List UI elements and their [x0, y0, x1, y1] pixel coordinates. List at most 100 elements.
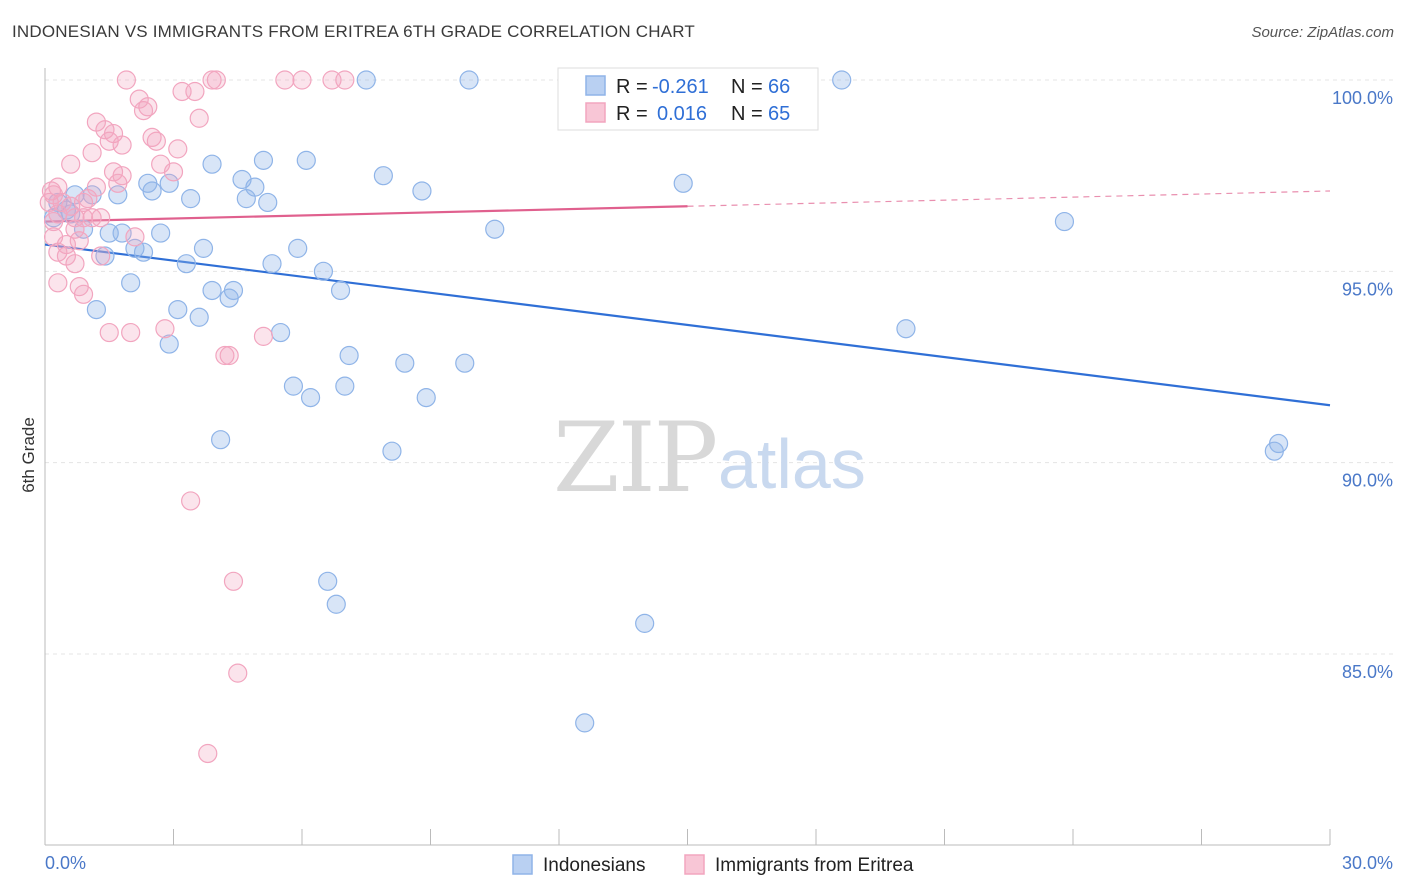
bottom-legend-swatch-eritrea	[684, 854, 705, 875]
indonesians-point-61	[1054, 211, 1075, 232]
indonesians-point-44	[330, 280, 351, 301]
eritrea-point-41	[138, 97, 158, 117]
legend-n-value-1: 66	[768, 76, 790, 98]
indonesians-point-59	[832, 70, 852, 90]
indonesians-point-47	[356, 70, 376, 90]
eritrea-point-55	[215, 345, 235, 366]
trend-lines	[44, 190, 1331, 407]
eritrea-point-19	[73, 284, 94, 304]
eritrea-point-37	[121, 322, 141, 343]
eritrea-point-47	[168, 139, 188, 159]
indonesians-point-11	[112, 223, 132, 243]
legend-n-value-2: 65	[768, 103, 790, 125]
legend-r-value-2: 0.016	[657, 103, 707, 125]
indonesians-point-35	[262, 254, 282, 274]
legend-r-value-1: -0.261	[652, 76, 709, 98]
indonesians-point-10	[108, 185, 128, 205]
indonesians-point-51	[412, 181, 432, 201]
eritrea-point-16	[69, 231, 89, 251]
eritrea-point-30	[99, 322, 119, 343]
eritrea-point-50	[185, 81, 205, 102]
indonesians-point-17	[151, 223, 171, 243]
eritrea-point-7	[48, 273, 68, 293]
eritrea-point-56	[219, 345, 239, 366]
indonesians-point-45	[335, 376, 355, 396]
indonesians-point-21	[176, 254, 196, 274]
indonesians-point-37	[283, 376, 304, 396]
eritrea-point-63	[335, 70, 355, 90]
eritrea-point-27	[91, 246, 111, 266]
eritrea-point-35	[112, 135, 132, 155]
eritrea-point-14	[65, 254, 85, 274]
indonesians-point-54	[459, 70, 479, 90]
indonesians-point-49	[382, 441, 402, 461]
eritrea-point-59	[253, 326, 274, 346]
eritrea-point-12	[61, 154, 81, 174]
eritrea-point-54	[206, 70, 226, 90]
indonesians-point-19	[159, 334, 179, 354]
watermark-zip: ZIP	[553, 402, 716, 514]
indonesians-point-56	[575, 713, 595, 733]
eritrea-point-45	[155, 319, 175, 339]
eritrea-point-24	[86, 177, 107, 197]
y-tick-label-3: 100.0%	[1332, 88, 1393, 108]
indonesians-point-18	[159, 173, 179, 193]
indonesians-point-36	[270, 322, 291, 343]
indonesians-point-16	[142, 181, 162, 201]
indonesians-point-23	[189, 307, 209, 327]
indonesians-point-38	[288, 238, 308, 258]
indonesians-point-32	[245, 177, 265, 197]
y-tick-label-1: 90.0%	[1342, 471, 1393, 491]
indonesians-point-52	[416, 388, 436, 408]
watermark-atlas: atlas	[718, 425, 866, 503]
watermark: ZIP atlas	[553, 402, 866, 514]
indonesians-point-14	[133, 242, 154, 262]
indonesians-point-55	[485, 219, 505, 239]
chart-title: INDONESIAN VS IMMIGRANTS FROM ERITREA 6T…	[12, 22, 695, 41]
indonesians-point-33	[253, 150, 274, 170]
eritrea-point-64	[41, 181, 62, 201]
eritrea-point-26	[91, 208, 111, 228]
eritrea-point-60	[275, 70, 295, 90]
eritrea-point-58	[228, 663, 248, 683]
legend-swatch-eritrea	[585, 102, 606, 123]
bottom-legend-label-indonesians: Indonesians	[543, 855, 645, 876]
indonesians-point-60	[896, 319, 916, 339]
chart-source: Source: ZipAtlas.com	[1251, 24, 1394, 41]
indonesians-point-22	[181, 189, 201, 209]
indonesians-point-8	[86, 300, 107, 320]
indonesians-point-40	[300, 388, 321, 408]
indonesians-point-58	[673, 173, 693, 193]
eritrea-point-51	[189, 108, 209, 128]
indonesians-point-24	[193, 238, 214, 258]
indonesians-point-12	[121, 273, 141, 293]
y-tick-label-0: 85.0%	[1342, 662, 1393, 682]
series-legend: Indonesians Immigrants from Eritrea	[512, 854, 914, 876]
indonesians-point-41	[313, 261, 334, 281]
legend-r-label-1: R =	[616, 76, 648, 98]
eritrea-point-46	[163, 162, 184, 182]
eritrea-point-49	[181, 491, 201, 511]
indonesians-point-50	[395, 353, 415, 373]
indonesians-point-27	[211, 430, 231, 450]
eritrea-point-11	[61, 196, 81, 216]
indonesians-point-39	[296, 150, 316, 170]
legend-n-label-2: N =	[731, 103, 763, 125]
bottom-legend-swatch-indonesians	[512, 854, 533, 875]
indonesians-point-46	[339, 345, 359, 366]
eritrea-trend-extension	[687, 190, 1331, 207]
grid-lines	[45, 79, 1395, 655]
eritrea-point-61	[292, 70, 312, 90]
eritrea-point-36	[116, 70, 136, 90]
eritrea-point-52	[198, 743, 218, 764]
x-tick-label-1: 30.0%	[1342, 853, 1393, 873]
indonesians-point-34	[258, 192, 278, 213]
eritrea-trend-line	[44, 205, 688, 223]
stats-legend: R = -0.261 N = 66 R = 0.016 N = 65	[557, 67, 819, 131]
eritrea-point-38	[125, 227, 145, 247]
indonesians-point-53	[455, 353, 475, 373]
y-tick-label-2: 95.0%	[1342, 279, 1393, 299]
eritrea-point-34	[112, 166, 132, 186]
indonesians-point-7	[95, 246, 115, 266]
